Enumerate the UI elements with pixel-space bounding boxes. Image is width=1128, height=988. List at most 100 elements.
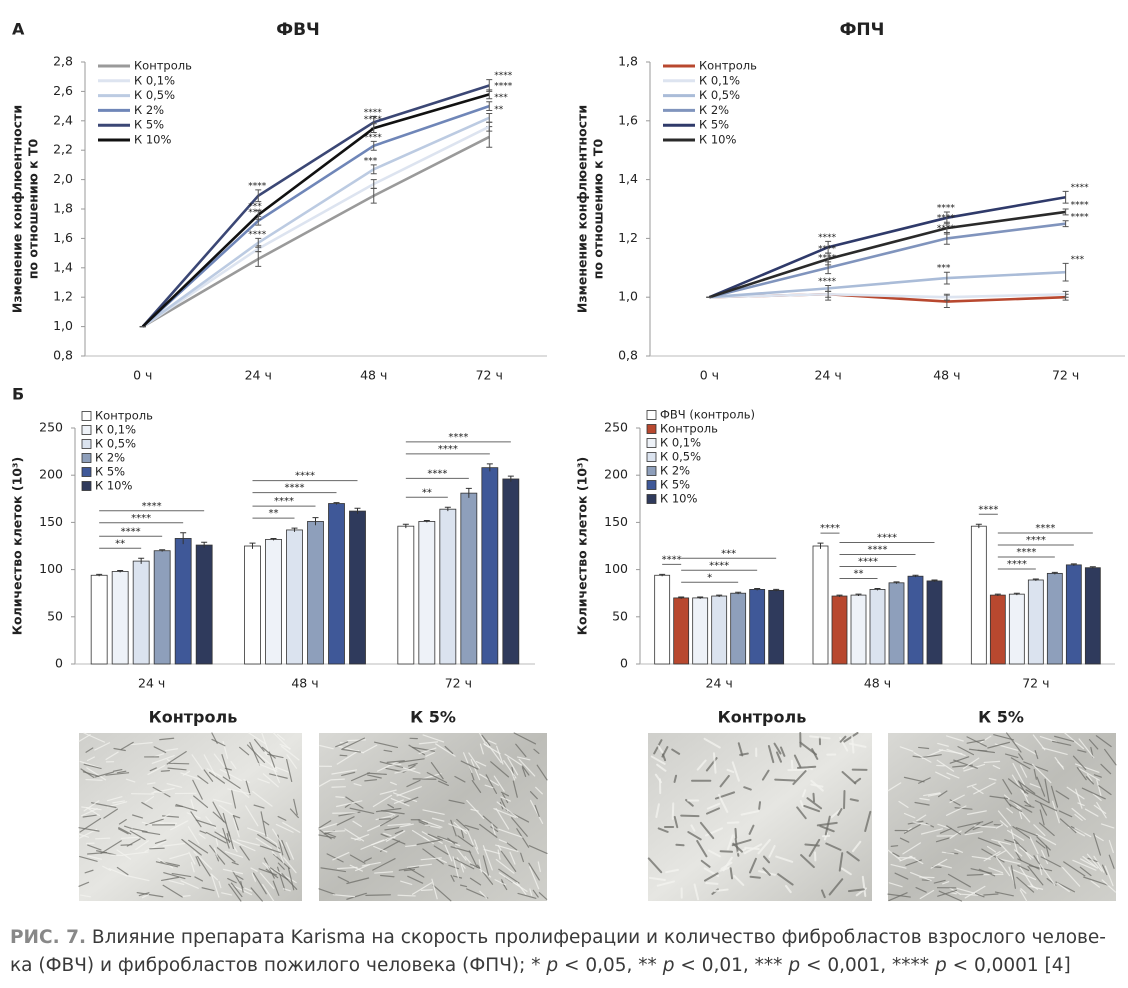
cell [1023,800,1032,807]
cell [118,827,132,835]
error-bar [855,593,862,597]
cell [431,817,445,822]
significance: **** [1071,183,1090,193]
cell [774,778,796,782]
cell [103,808,119,819]
cell [222,812,231,837]
cell [331,769,358,775]
cell [463,752,473,774]
bar [153,550,171,665]
error-bar [486,89,493,100]
cell [706,802,721,810]
cell [861,875,867,898]
cell [261,746,276,759]
significance: **** [494,81,513,91]
cell [529,799,544,824]
y-tick-label: 200 [39,467,63,482]
cell [739,752,749,756]
cell [671,748,681,755]
cell [1013,849,1023,857]
significance: **** [274,496,294,507]
significance: **** [937,203,956,213]
cell [699,821,715,840]
legend-swatch [646,424,657,434]
cell [344,828,365,842]
cell [954,807,973,810]
y-tick-label: 1,0 [618,289,638,304]
cell [125,778,136,783]
cell [141,831,161,836]
cell [919,797,930,801]
cell [1010,757,1031,770]
cell [379,840,400,852]
cell [899,855,913,862]
cell [211,874,220,898]
cell [293,798,298,816]
cell [83,732,106,743]
cell [1035,833,1057,846]
cell [197,855,211,877]
y-tick-label: 250 [604,420,628,435]
legend-label: Контроль [660,422,718,436]
cell [995,856,1011,877]
cell [690,824,696,832]
photo-label: К 5% [410,708,456,727]
cell [536,764,548,781]
cell [149,847,165,850]
cell [422,819,443,828]
cell [1095,735,1112,748]
significance: **** [709,560,729,571]
caption-part: p [546,955,559,976]
cell [218,880,222,889]
significance: * [707,572,712,583]
cell [918,746,930,750]
legend-swatch [646,480,657,490]
error-bar [1013,592,1020,596]
cell [511,817,528,837]
cell [154,839,167,844]
cell [260,811,267,837]
y-tick-label: 100 [39,561,63,576]
cell [703,737,721,749]
cell [341,771,356,777]
cell [247,827,269,836]
cell [937,790,948,798]
cell [1050,785,1059,808]
x-tick-label: 48 ч [291,676,318,691]
cell [120,836,140,840]
cell [726,768,735,774]
cell [375,815,393,821]
cell [426,772,448,784]
cell [191,754,203,771]
cell [534,804,540,818]
bar [195,544,213,665]
legend-label: К 0,1% [134,73,175,87]
y-tick-label: 0,8 [53,348,73,363]
cell [847,888,865,893]
cell [482,855,490,876]
cell [913,752,932,763]
photo-label: Контроль [718,708,807,727]
cell [496,745,504,765]
cell [108,868,128,877]
cell [505,877,528,892]
error-bar [817,542,824,549]
cell [86,756,95,762]
cell [947,873,971,888]
cell [95,837,111,840]
cell [135,840,150,851]
cell [245,805,259,827]
cell [84,869,94,874]
cell [779,746,786,757]
cell [503,760,517,779]
series-line [709,222,1066,299]
bar [349,510,366,665]
cell [775,751,782,763]
y-tick-label: 1,6 [618,112,638,127]
cell [258,868,278,876]
significance: **** [818,277,837,287]
cell [838,852,844,872]
cell [78,881,90,887]
bar [439,508,457,665]
